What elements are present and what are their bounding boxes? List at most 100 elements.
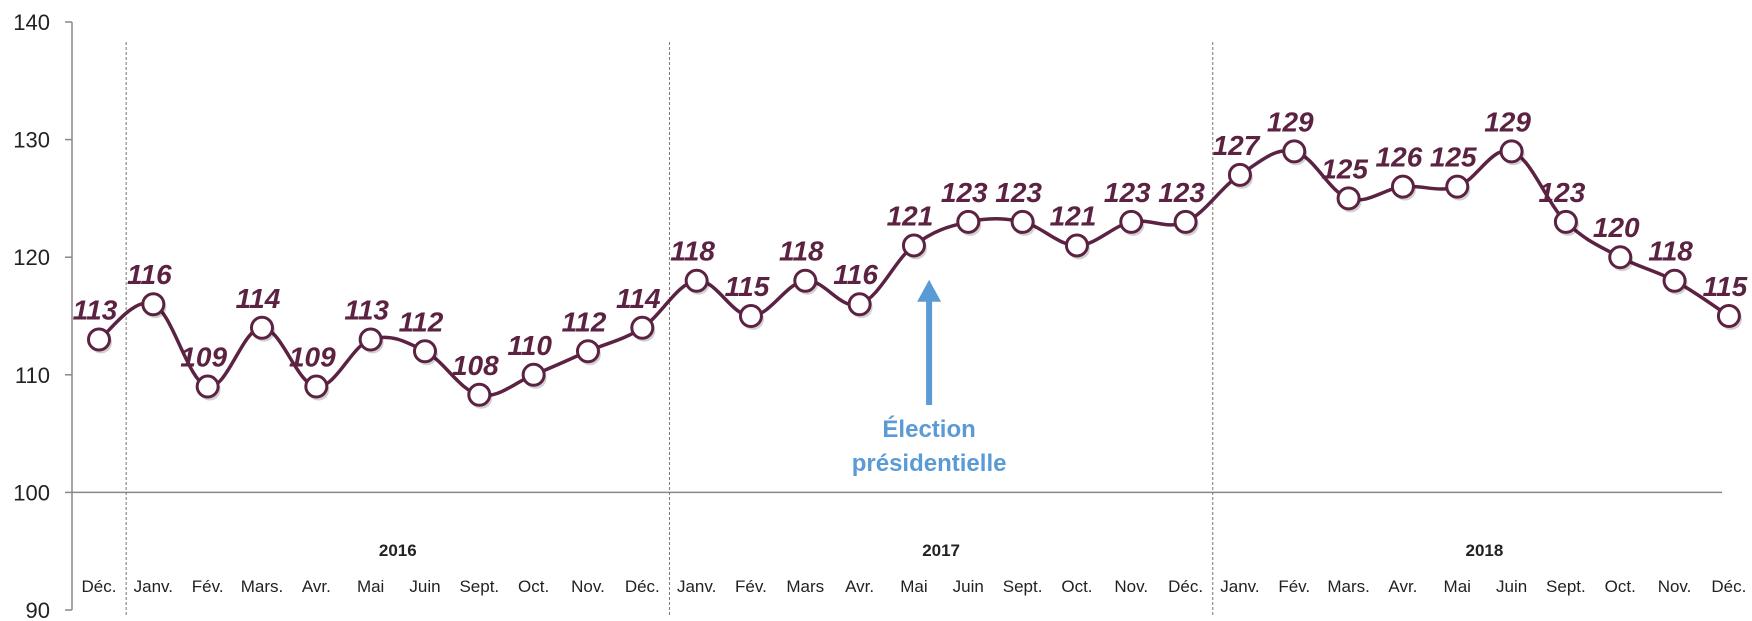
- x-tick-label: Mars.: [241, 577, 284, 596]
- series-path: [97, 148, 1730, 398]
- data-label: 127: [1213, 130, 1261, 161]
- data-label: 118: [779, 236, 824, 267]
- x-tick-label: Juin: [1496, 577, 1527, 596]
- data-label: 112: [399, 306, 444, 337]
- data-point: [956, 209, 981, 234]
- x-tick-label: Oct.: [518, 577, 549, 596]
- data-point: [1336, 186, 1361, 211]
- data-label: 110: [507, 330, 552, 361]
- data-point: [304, 374, 329, 399]
- y-tick-label: 120: [13, 245, 50, 270]
- data-label: 121: [887, 200, 934, 231]
- year-label: 2017: [922, 541, 960, 560]
- data-label: 123: [1158, 177, 1205, 208]
- x-tick-label: Nov.: [1114, 577, 1148, 596]
- data-point: [1662, 268, 1687, 293]
- data-point: [1608, 245, 1633, 270]
- series-line: [87, 139, 1742, 409]
- year-separators: [125, 42, 1214, 615]
- annotation-arrow-head: [917, 279, 942, 302]
- x-tick-label: Mai: [357, 577, 384, 596]
- x-tick-label: Nov.: [571, 577, 605, 596]
- data-point: [358, 327, 383, 352]
- data-point: [1553, 209, 1578, 234]
- x-tick-label: Janv.: [677, 577, 716, 596]
- data-label: 125: [1430, 142, 1477, 173]
- data-point: [1716, 304, 1741, 328]
- data-point: [575, 339, 600, 364]
- data-point: [412, 339, 437, 364]
- data-label: 123: [941, 177, 988, 208]
- data-label: 115: [1703, 271, 1748, 302]
- y-tick-label: 90: [26, 598, 50, 621]
- data-point: [793, 268, 818, 293]
- data-labels: 113 116 109 114 109 113 112 108 110 112 114 118 115 1…: [73, 106, 1748, 380]
- x-tick-label: Sept.: [1546, 577, 1586, 596]
- data-point: [1282, 139, 1307, 164]
- data-label: 114: [616, 283, 661, 314]
- data-point: [1119, 209, 1144, 234]
- data-label: 116: [833, 259, 878, 290]
- x-tick-label: Juin: [953, 577, 984, 596]
- data-point: [467, 382, 492, 407]
- x-tick-label: Nov.: [1658, 577, 1692, 596]
- data-label: 109: [289, 342, 336, 373]
- x-tick-label: Déc.: [1711, 577, 1746, 596]
- x-tick-label: Sept.: [459, 577, 499, 596]
- y-tick-label: 140: [13, 10, 50, 35]
- data-point: [1390, 174, 1415, 199]
- data-label: 129: [1484, 106, 1531, 137]
- data-label: 121: [1050, 200, 1097, 231]
- x-axis-labels: Déc. Janv. Fév. Mars. Avr. Mai Juin Sept. Oct. No…: [82, 541, 1747, 596]
- data-point: [249, 315, 274, 340]
- data-point: [1173, 209, 1198, 234]
- data-label: 125: [1321, 153, 1368, 184]
- annotation-line-1: Élection: [882, 415, 975, 443]
- x-tick-label: Déc.: [1168, 577, 1203, 596]
- x-tick-label: Avr.: [1388, 577, 1417, 596]
- y-axis: 90 100 110 120 130 140: [13, 10, 1722, 621]
- data-label: 115: [725, 271, 770, 302]
- data-label: 118: [1648, 236, 1693, 267]
- x-tick-label: Mars: [786, 577, 824, 596]
- data-label: 109: [180, 342, 227, 373]
- x-tick-label: Mai: [900, 577, 927, 596]
- x-tick-label: Juin: [409, 577, 440, 596]
- data-point: [738, 304, 763, 328]
- data-label: 114: [236, 283, 281, 314]
- data-point: [1499, 139, 1524, 164]
- data-point: [87, 327, 111, 352]
- y-tick-label: 100: [13, 480, 50, 505]
- data-point: [901, 233, 926, 258]
- y-tick-label: 130: [13, 128, 50, 153]
- data-label: 116: [127, 259, 172, 290]
- x-tick-label: Avr.: [302, 577, 331, 596]
- data-label: 113: [344, 295, 389, 326]
- data-point: [1445, 174, 1470, 199]
- data-point: [684, 268, 709, 293]
- x-tick-label: Sept.: [1003, 577, 1043, 596]
- annotation-line-2: présidentielle: [852, 450, 1007, 477]
- data-label: 123: [1539, 177, 1586, 208]
- x-tick-label: Fév.: [1278, 577, 1310, 596]
- data-label: 108: [452, 350, 499, 381]
- data-label: 120: [1593, 212, 1640, 243]
- data-point: [630, 315, 655, 340]
- x-tick-label: Mai: [1444, 577, 1471, 596]
- data-label: 123: [1104, 177, 1151, 208]
- year-label: 2016: [379, 541, 417, 560]
- data-label: 123: [995, 177, 1042, 208]
- x-tick-label: Mars.: [1327, 577, 1370, 596]
- data-point: [141, 292, 166, 317]
- x-tick-label: Avr.: [845, 577, 874, 596]
- data-point: [1064, 233, 1089, 258]
- data-label: 112: [562, 306, 607, 337]
- data-label: 126: [1376, 142, 1423, 173]
- x-tick-label: Oct.: [1061, 577, 1092, 596]
- x-tick-label: Fév.: [192, 577, 224, 596]
- x-tick-label: Oct.: [1605, 577, 1636, 596]
- y-tick-label: 110: [15, 363, 50, 388]
- x-tick-label: Janv.: [1220, 577, 1259, 596]
- data-point: [1010, 209, 1035, 234]
